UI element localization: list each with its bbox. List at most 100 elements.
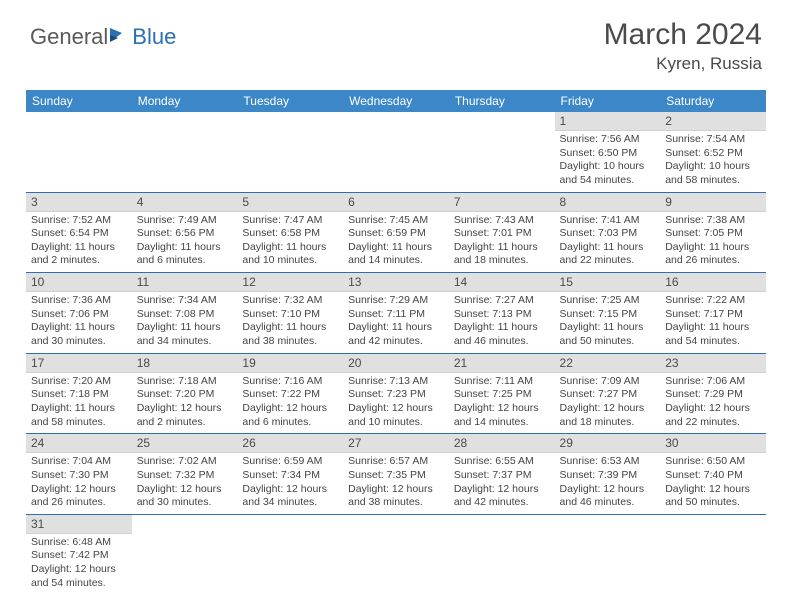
calendar-cell: 29Sunrise: 6:53 AMSunset: 7:39 PMDayligh… [555, 434, 661, 515]
calendar-cell: 4Sunrise: 7:49 AMSunset: 6:56 PMDaylight… [132, 192, 238, 273]
day-number: 28 [449, 434, 555, 453]
day-details: Sunrise: 7:09 AMSunset: 7:27 PMDaylight:… [555, 373, 661, 434]
header: General Blue March 2024 Kyren, Russia [0, 0, 792, 82]
calendar-row: 1Sunrise: 7:56 AMSunset: 6:50 PMDaylight… [26, 112, 766, 192]
day-details: Sunrise: 6:59 AMSunset: 7:34 PMDaylight:… [237, 453, 343, 514]
calendar-cell: 9Sunrise: 7:38 AMSunset: 7:05 PMDaylight… [660, 192, 766, 273]
day-number: 19 [237, 354, 343, 373]
location: Kyren, Russia [604, 54, 762, 74]
calendar-cell: 16Sunrise: 7:22 AMSunset: 7:17 PMDayligh… [660, 273, 766, 354]
day-number: 17 [26, 354, 132, 373]
calendar-cell: 13Sunrise: 7:29 AMSunset: 7:11 PMDayligh… [343, 273, 449, 354]
calendar-cell [343, 112, 449, 192]
day-number: 11 [132, 273, 238, 292]
calendar-cell [237, 112, 343, 192]
month-year: March 2024 [604, 18, 762, 52]
day-number: 16 [660, 273, 766, 292]
day-number: 20 [343, 354, 449, 373]
weekday-header: Friday [555, 90, 661, 112]
day-details: Sunrise: 7:56 AMSunset: 6:50 PMDaylight:… [555, 131, 661, 192]
calendar-cell: 23Sunrise: 7:06 AMSunset: 7:29 PMDayligh… [660, 353, 766, 434]
calendar-cell: 6Sunrise: 7:45 AMSunset: 6:59 PMDaylight… [343, 192, 449, 273]
day-details: Sunrise: 7:04 AMSunset: 7:30 PMDaylight:… [26, 453, 132, 514]
day-number: 18 [132, 354, 238, 373]
weekday-header: Thursday [449, 90, 555, 112]
day-details: Sunrise: 7:54 AMSunset: 6:52 PMDaylight:… [660, 131, 766, 192]
calendar-cell: 30Sunrise: 6:50 AMSunset: 7:40 PMDayligh… [660, 434, 766, 515]
day-number: 3 [26, 193, 132, 212]
calendar-cell: 2Sunrise: 7:54 AMSunset: 6:52 PMDaylight… [660, 112, 766, 192]
day-number: 21 [449, 354, 555, 373]
day-number: 1 [555, 112, 661, 131]
calendar-row: 24Sunrise: 7:04 AMSunset: 7:30 PMDayligh… [26, 434, 766, 515]
calendar-cell [449, 112, 555, 192]
calendar-cell: 15Sunrise: 7:25 AMSunset: 7:15 PMDayligh… [555, 273, 661, 354]
calendar-cell [132, 112, 238, 192]
day-details: Sunrise: 6:48 AMSunset: 7:42 PMDaylight:… [26, 534, 132, 595]
calendar-body: 1Sunrise: 7:56 AMSunset: 6:50 PMDaylight… [26, 112, 766, 594]
calendar-cell: 14Sunrise: 7:27 AMSunset: 7:13 PMDayligh… [449, 273, 555, 354]
calendar-cell: 11Sunrise: 7:34 AMSunset: 7:08 PMDayligh… [132, 273, 238, 354]
day-details: Sunrise: 7:27 AMSunset: 7:13 PMDaylight:… [449, 292, 555, 353]
calendar-cell [132, 514, 238, 594]
weekday-header: Monday [132, 90, 238, 112]
calendar-cell: 5Sunrise: 7:47 AMSunset: 6:58 PMDaylight… [237, 192, 343, 273]
weekday-header: Tuesday [237, 90, 343, 112]
day-number: 30 [660, 434, 766, 453]
calendar-row: 17Sunrise: 7:20 AMSunset: 7:18 PMDayligh… [26, 353, 766, 434]
day-details: Sunrise: 7:22 AMSunset: 7:17 PMDaylight:… [660, 292, 766, 353]
calendar-cell: 7Sunrise: 7:43 AMSunset: 7:01 PMDaylight… [449, 192, 555, 273]
calendar-row: 3Sunrise: 7:52 AMSunset: 6:54 PMDaylight… [26, 192, 766, 273]
weekday-header: Wednesday [343, 90, 449, 112]
calendar-cell: 21Sunrise: 7:11 AMSunset: 7:25 PMDayligh… [449, 353, 555, 434]
day-details: Sunrise: 7:20 AMSunset: 7:18 PMDaylight:… [26, 373, 132, 434]
day-number: 7 [449, 193, 555, 212]
calendar-row: 31Sunrise: 6:48 AMSunset: 7:42 PMDayligh… [26, 514, 766, 594]
calendar-cell: 22Sunrise: 7:09 AMSunset: 7:27 PMDayligh… [555, 353, 661, 434]
weekday-header: Sunday [26, 90, 132, 112]
day-details: Sunrise: 7:25 AMSunset: 7:15 PMDaylight:… [555, 292, 661, 353]
logo: General Blue [30, 24, 176, 50]
day-number: 13 [343, 273, 449, 292]
calendar-table: Sunday Monday Tuesday Wednesday Thursday… [26, 90, 766, 594]
day-details: Sunrise: 7:29 AMSunset: 7:11 PMDaylight:… [343, 292, 449, 353]
calendar-cell: 19Sunrise: 7:16 AMSunset: 7:22 PMDayligh… [237, 353, 343, 434]
calendar-cell [237, 514, 343, 594]
calendar-cell: 25Sunrise: 7:02 AMSunset: 7:32 PMDayligh… [132, 434, 238, 515]
day-details: Sunrise: 7:47 AMSunset: 6:58 PMDaylight:… [237, 212, 343, 273]
day-number: 9 [660, 193, 766, 212]
day-details: Sunrise: 7:32 AMSunset: 7:10 PMDaylight:… [237, 292, 343, 353]
calendar-cell [660, 514, 766, 594]
day-number: 24 [26, 434, 132, 453]
logo-text-general: General [30, 24, 108, 50]
calendar-cell [449, 514, 555, 594]
calendar-cell: 17Sunrise: 7:20 AMSunset: 7:18 PMDayligh… [26, 353, 132, 434]
day-details: Sunrise: 7:18 AMSunset: 7:20 PMDaylight:… [132, 373, 238, 434]
day-number: 15 [555, 273, 661, 292]
calendar-row: 10Sunrise: 7:36 AMSunset: 7:06 PMDayligh… [26, 273, 766, 354]
day-details: Sunrise: 7:13 AMSunset: 7:23 PMDaylight:… [343, 373, 449, 434]
day-details: Sunrise: 7:36 AMSunset: 7:06 PMDaylight:… [26, 292, 132, 353]
calendar-cell: 28Sunrise: 6:55 AMSunset: 7:37 PMDayligh… [449, 434, 555, 515]
day-details: Sunrise: 7:34 AMSunset: 7:08 PMDaylight:… [132, 292, 238, 353]
calendar-cell: 31Sunrise: 6:48 AMSunset: 7:42 PMDayligh… [26, 514, 132, 594]
day-details: Sunrise: 7:43 AMSunset: 7:01 PMDaylight:… [449, 212, 555, 273]
day-details: Sunrise: 6:57 AMSunset: 7:35 PMDaylight:… [343, 453, 449, 514]
day-details: Sunrise: 7:06 AMSunset: 7:29 PMDaylight:… [660, 373, 766, 434]
day-number: 5 [237, 193, 343, 212]
day-details: Sunrise: 6:53 AMSunset: 7:39 PMDaylight:… [555, 453, 661, 514]
day-number: 26 [237, 434, 343, 453]
calendar-cell: 26Sunrise: 6:59 AMSunset: 7:34 PMDayligh… [237, 434, 343, 515]
day-details: Sunrise: 7:11 AMSunset: 7:25 PMDaylight:… [449, 373, 555, 434]
day-number: 4 [132, 193, 238, 212]
day-details: Sunrise: 6:50 AMSunset: 7:40 PMDaylight:… [660, 453, 766, 514]
weekday-header-row: Sunday Monday Tuesday Wednesday Thursday… [26, 90, 766, 112]
day-number: 10 [26, 273, 132, 292]
calendar-cell: 18Sunrise: 7:18 AMSunset: 7:20 PMDayligh… [132, 353, 238, 434]
calendar-cell [343, 514, 449, 594]
day-details: Sunrise: 6:55 AMSunset: 7:37 PMDaylight:… [449, 453, 555, 514]
day-number: 29 [555, 434, 661, 453]
calendar-cell [26, 112, 132, 192]
day-details: Sunrise: 7:02 AMSunset: 7:32 PMDaylight:… [132, 453, 238, 514]
day-details: Sunrise: 7:52 AMSunset: 6:54 PMDaylight:… [26, 212, 132, 273]
